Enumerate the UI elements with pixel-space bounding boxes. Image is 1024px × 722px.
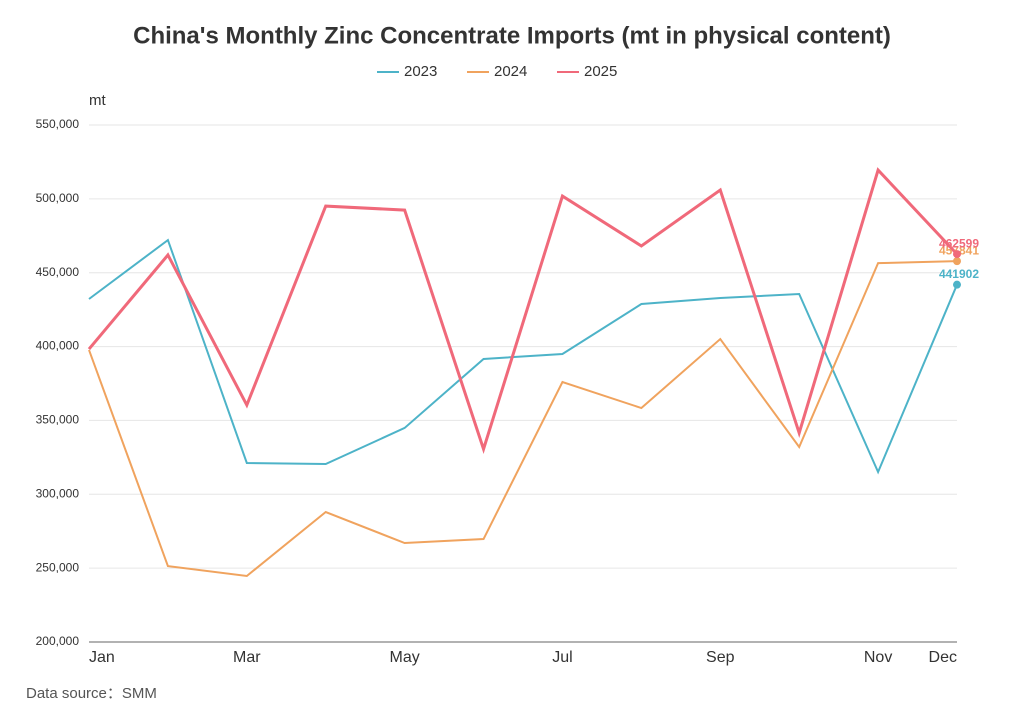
y-tick-label: 250,000: [36, 560, 80, 574]
y-tick-label: 200,000: [36, 634, 80, 648]
legend-label: 2025: [584, 63, 617, 80]
series-line: [87, 167, 959, 454]
series-line: [88, 238, 958, 475]
x-tick-label: Jul: [552, 649, 572, 666]
x-tick-label: Dec: [929, 649, 957, 666]
data-label: 457841: [939, 243, 979, 257]
y-tick-label: 300,000: [36, 486, 80, 500]
x-tick-label: Jan: [89, 649, 115, 666]
x-tick-label: Sep: [706, 649, 735, 666]
x-tick-label: Mar: [233, 649, 261, 666]
end-point: [953, 280, 961, 289]
x-tick-label: Nov: [864, 649, 892, 666]
y-tick-label: 550,000: [36, 117, 80, 131]
y-tick-label: 350,000: [36, 413, 80, 427]
source: Data source：SMM: [26, 685, 157, 702]
chart-title: China's Monthly Zinc Concentrate Imports…: [133, 22, 891, 49]
end-point: [953, 257, 961, 266]
legend-label: 2024: [494, 63, 527, 80]
y-tick-label: 450,000: [36, 265, 80, 279]
series-line: [88, 260, 958, 578]
y-tick-label: 400,000: [36, 339, 80, 353]
legend-label: 2023: [404, 63, 437, 80]
y-tick-label: 500,000: [36, 191, 80, 205]
y-axis-label: mt: [89, 92, 106, 109]
x-tick-label: May: [390, 649, 420, 666]
data-label: 441902: [939, 267, 979, 281]
end-point: [953, 250, 961, 259]
data-label: 462599: [939, 236, 979, 250]
